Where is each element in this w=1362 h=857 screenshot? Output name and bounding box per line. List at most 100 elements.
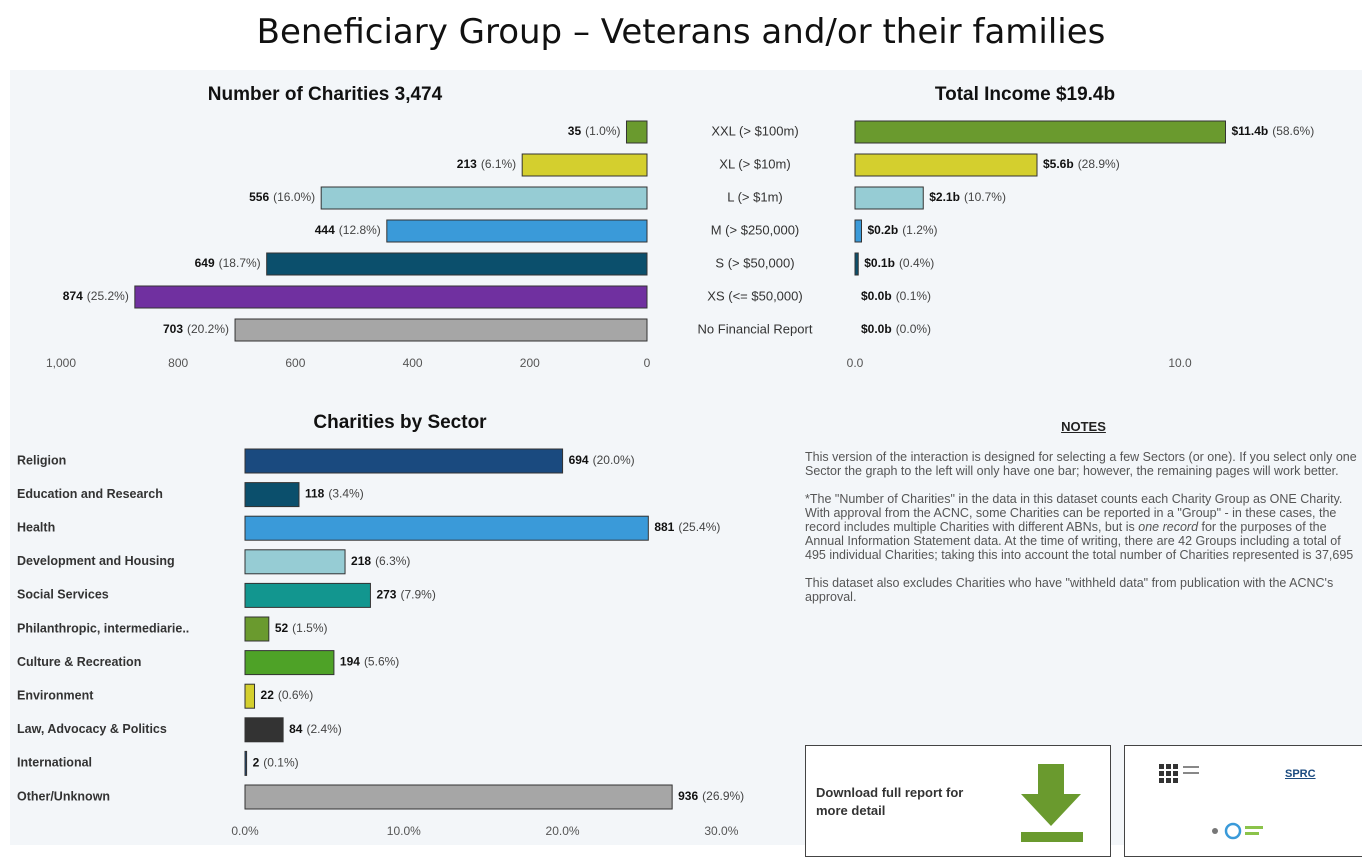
value-label: 273 (7.9%) (376, 588, 435, 602)
bar (854, 252, 859, 276)
value-label-main: 218 (351, 554, 371, 568)
value-label-share: (25.4%) (678, 520, 720, 534)
note-text: for the purposes of the Annual Informati… (805, 520, 1354, 562)
value-label: 874 (25.2%) (63, 289, 129, 303)
bar (244, 448, 564, 474)
value-label: 703 (20.2%) (163, 322, 229, 336)
logo-card: SPRC (1124, 745, 1362, 857)
page-title: Beneficiary Group – Veterans and/or thei… (256, 12, 1106, 52)
value-label-share: (20.0%) (593, 453, 635, 467)
category-label: Environment (17, 688, 94, 702)
value-label-main: 936 (678, 789, 698, 803)
bar (244, 616, 270, 642)
value-label-share: (1.5%) (292, 621, 327, 635)
notes-heading: NOTES (1061, 419, 1106, 434)
value-label-main: 84 (289, 722, 303, 736)
value-label-main: $0.2b (868, 223, 899, 237)
value-label-share: (0.6%) (278, 688, 313, 702)
value-label: 694 (20.0%) (569, 453, 635, 467)
value-label-share: (6.3%) (375, 554, 410, 568)
chart-title: Number of Charities 3,474 (208, 84, 443, 105)
x-tick-label: 30.0% (704, 824, 738, 838)
value-label: 22 (0.6%) (261, 688, 314, 702)
bar (244, 549, 346, 575)
value-label-main: $2.1b (929, 190, 960, 204)
bar (234, 318, 648, 342)
x-tick-label: 0 (644, 356, 651, 370)
value-label-share: (10.7%) (964, 190, 1006, 204)
value-label: 194 (5.6%) (340, 655, 399, 669)
value-label-main: 881 (654, 520, 674, 534)
value-label: $2.1b (10.7%) (929, 190, 1006, 204)
value-label-main: 194 (340, 655, 360, 669)
category-label: Social Services (17, 588, 109, 602)
x-tick-label: 20.0% (546, 824, 580, 838)
value-label: 444 (12.8%) (315, 223, 381, 237)
bar (521, 153, 648, 177)
value-label-share: (0.1%) (896, 289, 931, 303)
value-label: 35 (1.0%) (568, 124, 621, 138)
bar (244, 482, 300, 508)
value-label-main: $11.4b (1232, 124, 1269, 138)
bar (244, 683, 256, 709)
value-label: 2 (0.1%) (253, 756, 299, 770)
chart-title: Charities by Sector (313, 412, 487, 433)
download-icon[interactable] (1016, 756, 1096, 846)
value-label: 556 (16.0%) (249, 190, 315, 204)
x-tick-label: 200 (520, 356, 540, 370)
value-label: 118 (3.4%) (305, 487, 364, 501)
value-label-share: (7.9%) (400, 588, 435, 602)
value-label-main: $0.1b (864, 256, 895, 270)
category-label: Education and Research (17, 487, 163, 501)
bar (244, 750, 248, 776)
bar (244, 650, 335, 676)
note: This dataset also excludes Charities who… (805, 576, 1334, 604)
x-tick-label: 1,000 (46, 356, 76, 370)
value-label-main: 213 (457, 157, 477, 171)
value-label-share: (3.4%) (328, 487, 363, 501)
category-label: M (> $250,000) (711, 222, 800, 237)
bar (244, 717, 284, 743)
bar (854, 186, 924, 210)
category-label: Religion (17, 453, 66, 467)
note-emphasis: one record (1138, 520, 1199, 534)
bar (386, 219, 648, 243)
value-label-main: 703 (163, 322, 183, 336)
value-label-main: 694 (569, 453, 589, 467)
value-label: 84 (2.4%) (289, 722, 342, 736)
value-label-share: (26.9%) (702, 789, 744, 803)
panel (10, 70, 1362, 845)
value-label-share: (0.0%) (896, 322, 931, 336)
note: *The "Number of Charities" in the data i… (805, 492, 1362, 562)
value-label-main: 444 (315, 223, 335, 237)
logo-label: SPRC (1285, 768, 1316, 780)
value-label: $0.0b (0.0%) (861, 322, 931, 336)
download-label[interactable]: Download full report for more detail (816, 785, 964, 818)
bar (854, 120, 1226, 144)
x-tick-label: 0.0 (847, 356, 864, 370)
value-label-share: (12.8%) (339, 223, 381, 237)
bar (625, 120, 648, 144)
value-label-main: 2 (253, 756, 260, 770)
value-label: 936 (26.9%) (678, 789, 744, 803)
value-label-share: (28.9%) (1078, 157, 1120, 171)
value-label-main: 22 (261, 688, 275, 702)
category-label: S (> $50,000) (715, 255, 794, 270)
value-label-share: (6.1%) (481, 157, 516, 171)
value-label-share: (5.6%) (364, 655, 399, 669)
note-text: *The "Number of Charities" in the data i… (805, 492, 1343, 534)
category-label: Philanthropic, intermediarie.. (17, 621, 189, 635)
value-label-share: (1.0%) (585, 124, 620, 138)
category-label: XS (<= $50,000) (707, 288, 802, 303)
value-label: $0.0b (0.1%) (861, 289, 931, 303)
category-label: L (> $1m) (727, 189, 783, 204)
x-tick-label: 10.0 (1168, 356, 1192, 370)
category-label: No Financial Report (698, 321, 813, 336)
value-label: $0.2b (1.2%) (868, 223, 938, 237)
download-card[interactable]: Download full report for more detail (805, 745, 1111, 857)
value-label: 218 (6.3%) (351, 554, 410, 568)
logo-icons (1159, 764, 1263, 840)
note: This version of the interaction is desig… (805, 450, 1357, 478)
value-label-share: (2.4%) (306, 722, 341, 736)
